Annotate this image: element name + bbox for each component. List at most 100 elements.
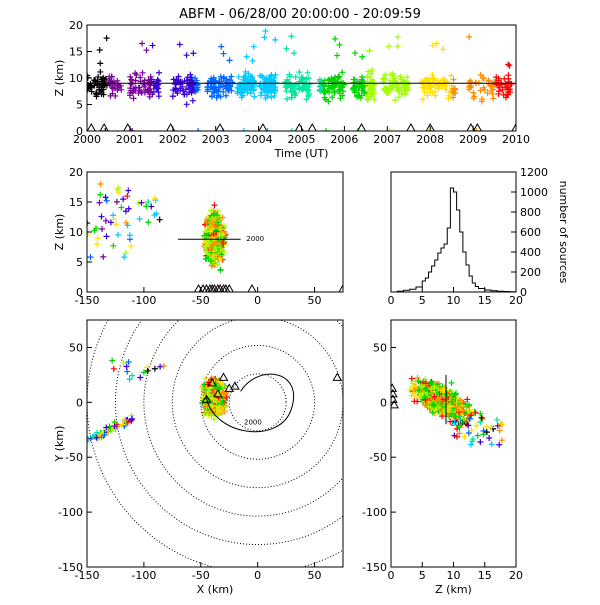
source-mark: [478, 414, 485, 421]
source-mark: [156, 216, 163, 223]
source-mark: [218, 43, 225, 50]
source-mark: [418, 78, 425, 85]
source-mark: [271, 92, 278, 99]
source-mark: [217, 378, 224, 385]
source-mark: [499, 421, 506, 428]
station-marker: [391, 399, 399, 409]
source-mark: [431, 402, 438, 409]
source-mark: [98, 90, 105, 97]
source-mark: [488, 424, 495, 431]
source-mark: [452, 85, 459, 92]
source-mark: [205, 412, 212, 419]
source-mark: [402, 91, 409, 98]
source-mark: [336, 41, 343, 48]
x-tick-label: -50: [192, 294, 210, 307]
station-marker: [294, 122, 304, 131]
source-mark: [441, 407, 448, 414]
source-mark: [153, 85, 160, 92]
source-mark: [180, 88, 187, 95]
source-mark: [93, 434, 100, 441]
station-marker: [258, 122, 268, 131]
source-mark: [226, 57, 233, 64]
x-tick-label: 50: [308, 294, 322, 307]
source-mark: [496, 427, 503, 434]
range-ring: [171, 320, 343, 489]
station-marker: [224, 283, 234, 292]
y-tick-label: -100: [58, 506, 83, 519]
source-mark: [352, 50, 359, 57]
source-mark: [499, 86, 506, 93]
source-mark: [206, 409, 213, 416]
source-mark: [288, 33, 295, 40]
source-mark: [87, 436, 91, 443]
source-mark: [203, 408, 210, 415]
time_height-x-label: Time (UT): [274, 147, 329, 160]
source-mark: [464, 396, 471, 403]
source-mark: [113, 198, 120, 205]
source-mark: [212, 87, 219, 94]
source-mark: [126, 232, 133, 239]
y-tick-label: 0: [520, 286, 527, 299]
source-mark: [137, 74, 144, 81]
x-tick-label: -100: [131, 569, 156, 582]
source-mark: [141, 81, 148, 88]
source-mark: [470, 89, 477, 96]
source-mark: [504, 84, 511, 91]
source-mark: [472, 409, 479, 416]
source-mark: [394, 34, 401, 41]
station-marker: [511, 122, 516, 131]
source-mark: [469, 438, 476, 445]
source-mark: [505, 72, 512, 79]
histogram-line: [391, 187, 517, 293]
source-mark: [220, 50, 227, 57]
source-mark: [428, 386, 435, 393]
source-mark: [300, 84, 307, 91]
source-mark: [251, 93, 258, 100]
source-mark: [127, 85, 134, 92]
source-mark: [382, 71, 389, 78]
source-mark: [120, 418, 127, 425]
x-tick-label: 15: [478, 294, 492, 307]
source-mark: [430, 401, 437, 408]
source-mark: [413, 382, 420, 389]
source-mark: [423, 380, 430, 387]
source-mark: [459, 419, 466, 426]
source-mark: [95, 73, 102, 80]
plan_view-frame: [86, 319, 344, 568]
source-mark: [414, 374, 421, 381]
source-mark: [490, 95, 497, 102]
source-mark: [283, 88, 290, 95]
source-mark: [462, 401, 469, 408]
source-mark: [429, 409, 436, 416]
x-tick-label: 2009: [459, 133, 487, 146]
station-marker: [201, 283, 212, 292]
source-mark: [467, 441, 474, 448]
source-mark: [124, 193, 131, 200]
source-mark: [453, 399, 460, 406]
source-mark: [368, 76, 375, 83]
source-mark: [224, 79, 231, 86]
source-mark: [258, 89, 265, 96]
source-mark: [146, 81, 153, 88]
source-mark: [263, 74, 270, 81]
source-mark: [93, 91, 100, 98]
x_height-axes: -150 -100 -50 0 50 0 5 10 15 20 Z (km): [53, 166, 344, 307]
station-marker: [166, 122, 176, 131]
source-mark: [455, 423, 462, 430]
source-mark: [214, 261, 221, 268]
station-marker: [218, 283, 229, 292]
source-mark: [128, 76, 135, 83]
source-mark: [136, 216, 143, 223]
source-mark: [263, 81, 270, 88]
source-mark: [459, 398, 466, 405]
source-mark: [219, 389, 226, 396]
source-mark: [288, 89, 295, 96]
source-mark: [208, 207, 215, 214]
source-mark: [207, 258, 214, 265]
y-tick-label: 10: [69, 72, 83, 85]
source-mark: [189, 97, 196, 104]
source-mark: [451, 419, 458, 426]
source-mark: [124, 368, 131, 375]
y-tick-label: 50: [69, 341, 83, 354]
